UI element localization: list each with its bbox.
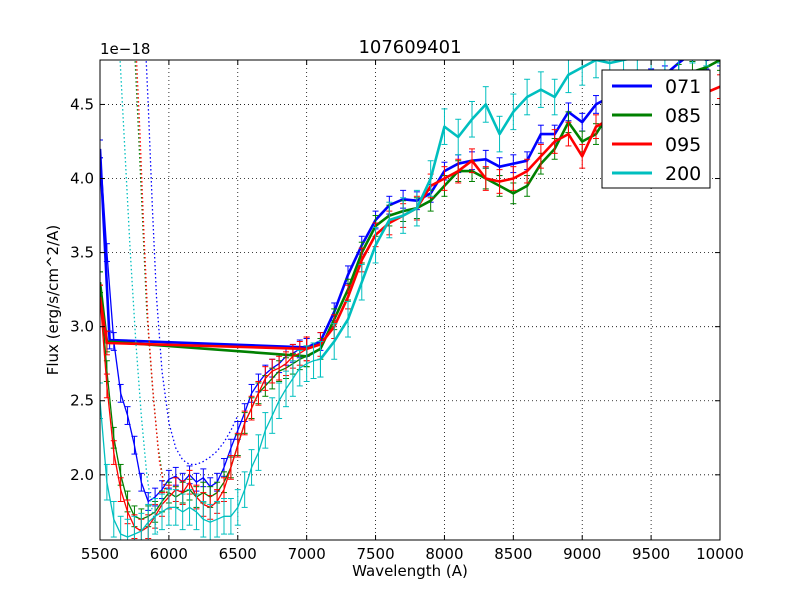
- series-200: [100, 60, 720, 540]
- series-200-model-curve: [119, 60, 159, 535]
- y-tick-label: 4.0: [70, 170, 94, 188]
- x-axis-label: Wavelength (A): [352, 562, 468, 580]
- legend-label-200: 200: [665, 163, 701, 185]
- series-071-model-curve: [145, 60, 239, 466]
- y-axis-label: Flux (erg/s/cm^2/A): [44, 225, 62, 376]
- y-tick-label: 3.5: [70, 244, 94, 262]
- x-tick-label: 8500: [494, 545, 532, 563]
- x-tick-label: 9500: [632, 545, 670, 563]
- y-tick-label: 3.0: [70, 318, 94, 336]
- x-tick-label: 9000: [563, 545, 601, 563]
- axis-ticks: 5500 6000 6500 7000 7500 8000 8500 9000 9500 1000…: [70, 60, 744, 563]
- chart-title: 107609401: [358, 37, 461, 58]
- x-tick-label: 7500: [356, 545, 394, 563]
- x-tick-label: 5500: [81, 545, 119, 563]
- x-tick-label: 6000: [150, 545, 188, 563]
- x-tick-label: 8000: [425, 545, 463, 563]
- x-tick-label: 6500: [219, 545, 257, 563]
- y-tick-label: 4.5: [70, 95, 94, 113]
- legend-entry-200: 200: [612, 163, 701, 185]
- legend: 071 085 095 200: [601, 69, 711, 189]
- series-200-line: [319, 60, 630, 361]
- series-095-model-curve: [135, 60, 170, 498]
- legend-label-095: 095: [665, 134, 701, 156]
- legend-label-085: 085: [665, 105, 701, 127]
- x-tick-label: 7000: [288, 545, 326, 563]
- series-085-model-curve: [134, 60, 170, 498]
- legend-entry-071: 071: [612, 76, 701, 98]
- plot-frame: [99, 59, 721, 541]
- y-tick-label: 2.5: [70, 392, 94, 410]
- legend-entry-085: 085: [612, 105, 701, 127]
- legend-label-071: 071: [665, 76, 701, 98]
- y-offset-label: 1e−18: [100, 40, 150, 58]
- series-071-binned-line: [100, 148, 307, 503]
- x-tick-label: 10000: [696, 545, 744, 563]
- y-tick-label: 2.0: [70, 466, 94, 484]
- legend-box: [601, 69, 711, 189]
- legend-entry-095: 095: [612, 134, 701, 156]
